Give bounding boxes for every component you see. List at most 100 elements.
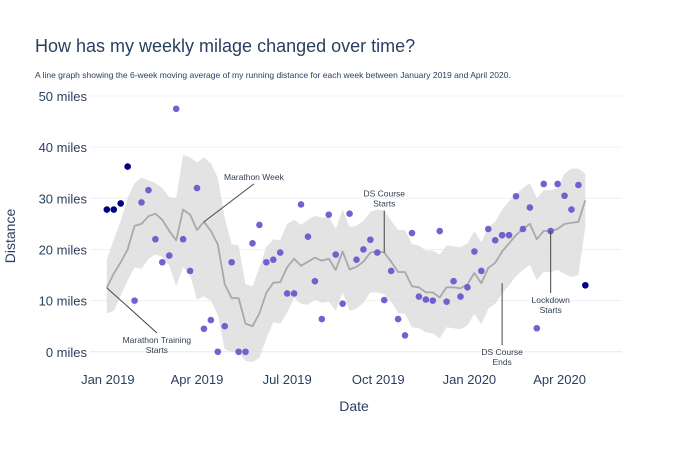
data-point	[443, 298, 450, 305]
data-point	[429, 297, 437, 304]
data-point	[242, 348, 249, 356]
data-point	[283, 290, 291, 297]
data-point	[228, 258, 235, 266]
annotation-label: Starts	[373, 199, 395, 209]
data-point	[152, 235, 159, 243]
moving-average-series	[105, 200, 587, 328]
data-point	[498, 231, 506, 239]
data-point	[519, 225, 527, 233]
y-axis-ticks: 0 miles 10 miles 20 miles 30 miles 40 miles 5…	[39, 89, 88, 360]
data-point	[138, 199, 145, 206]
data-point	[256, 221, 263, 229]
data-point	[339, 300, 346, 307]
data-point	[408, 229, 416, 237]
x-tick-label: Oct 2019	[352, 372, 405, 387]
data-point	[200, 325, 208, 333]
annotation-label: Lockdown	[532, 295, 571, 305]
data-point	[491, 236, 499, 244]
x-tick-label: Apr 2020	[533, 372, 586, 387]
data-point	[179, 235, 187, 243]
data-point	[526, 204, 534, 211]
data-point	[235, 348, 242, 356]
data-point	[186, 267, 194, 275]
data-point	[373, 249, 381, 256]
data-point	[387, 267, 395, 275]
moving-average-line	[105, 200, 587, 328]
data-point	[394, 315, 402, 323]
data-point	[290, 290, 298, 297]
data-point	[450, 277, 457, 285]
annotation-label: Ends	[492, 357, 511, 367]
x-tick-label: Jan 2020	[443, 372, 497, 387]
data-point	[325, 211, 333, 218]
data-point	[478, 267, 485, 275]
data-point	[193, 184, 201, 192]
data-point	[422, 296, 430, 303]
y-tick-label: 40 miles	[39, 140, 88, 155]
y-tick-label: 0 miles	[46, 345, 88, 360]
data-point	[311, 277, 319, 285]
data-point	[554, 180, 561, 188]
x-tick-label: Jan 2019	[81, 372, 135, 387]
data-point	[505, 231, 513, 239]
data-point	[346, 210, 353, 217]
data-point	[131, 297, 138, 304]
data-point	[367, 236, 374, 244]
data-point	[276, 249, 284, 256]
weekly-distance-points	[103, 105, 589, 356]
data-point	[561, 192, 568, 200]
y-axis-title: Distance	[2, 209, 18, 264]
data-point	[353, 256, 360, 263]
annotation-label: Starts	[146, 345, 168, 355]
data-point	[332, 251, 339, 258]
data-point	[304, 233, 312, 240]
data-point	[401, 332, 409, 339]
data-point	[172, 105, 180, 113]
data-point	[269, 256, 277, 263]
data-point	[214, 348, 222, 356]
y-tick-label: 10 miles	[39, 294, 88, 309]
data-point	[575, 181, 582, 189]
data-point	[533, 324, 541, 332]
data-point	[318, 315, 326, 323]
data-point	[145, 186, 152, 194]
data-point	[249, 240, 256, 247]
data-point	[582, 281, 589, 289]
data-point	[124, 163, 131, 170]
data-point	[207, 316, 215, 324]
data-point	[297, 201, 305, 208]
chart-title: How has my weekly milage changed over ti…	[35, 36, 415, 56]
data-point	[165, 252, 173, 259]
data-point	[360, 246, 367, 253]
y-tick-label: 20 miles	[39, 242, 88, 257]
data-point	[117, 200, 125, 207]
data-point	[436, 227, 444, 235]
x-axis-ticks: Jan 2019 Apr 2019 Jul 2019 Oct 2019 Jan 2020…	[81, 372, 586, 387]
data-point	[568, 206, 575, 213]
data-point	[471, 248, 478, 255]
data-point	[415, 293, 423, 300]
data-point	[159, 258, 166, 266]
x-axis-title: Date	[339, 398, 369, 414]
data-point	[380, 296, 388, 304]
y-tick-label: 30 miles	[39, 191, 88, 206]
annotation-arrow	[106, 287, 158, 334]
data-point	[221, 322, 229, 330]
data-point	[103, 206, 111, 213]
chart-subtitle: A line graph showing the 6-week moving a…	[35, 70, 511, 80]
data-point	[457, 293, 464, 300]
data-point	[540, 180, 548, 188]
x-tick-label: Jul 2019	[263, 372, 312, 387]
annotation-label: Marathon Training	[123, 335, 192, 345]
data-point	[464, 284, 471, 291]
x-tick-label: Apr 2019	[171, 372, 224, 387]
data-point	[484, 225, 492, 233]
data-point	[110, 206, 118, 213]
annotation-label: Starts	[540, 305, 562, 315]
annotation-label: DS Course	[363, 189, 405, 199]
annotation-label: Marathon Week	[224, 172, 285, 182]
data-point	[263, 258, 270, 266]
annotation-arrow	[203, 183, 255, 223]
